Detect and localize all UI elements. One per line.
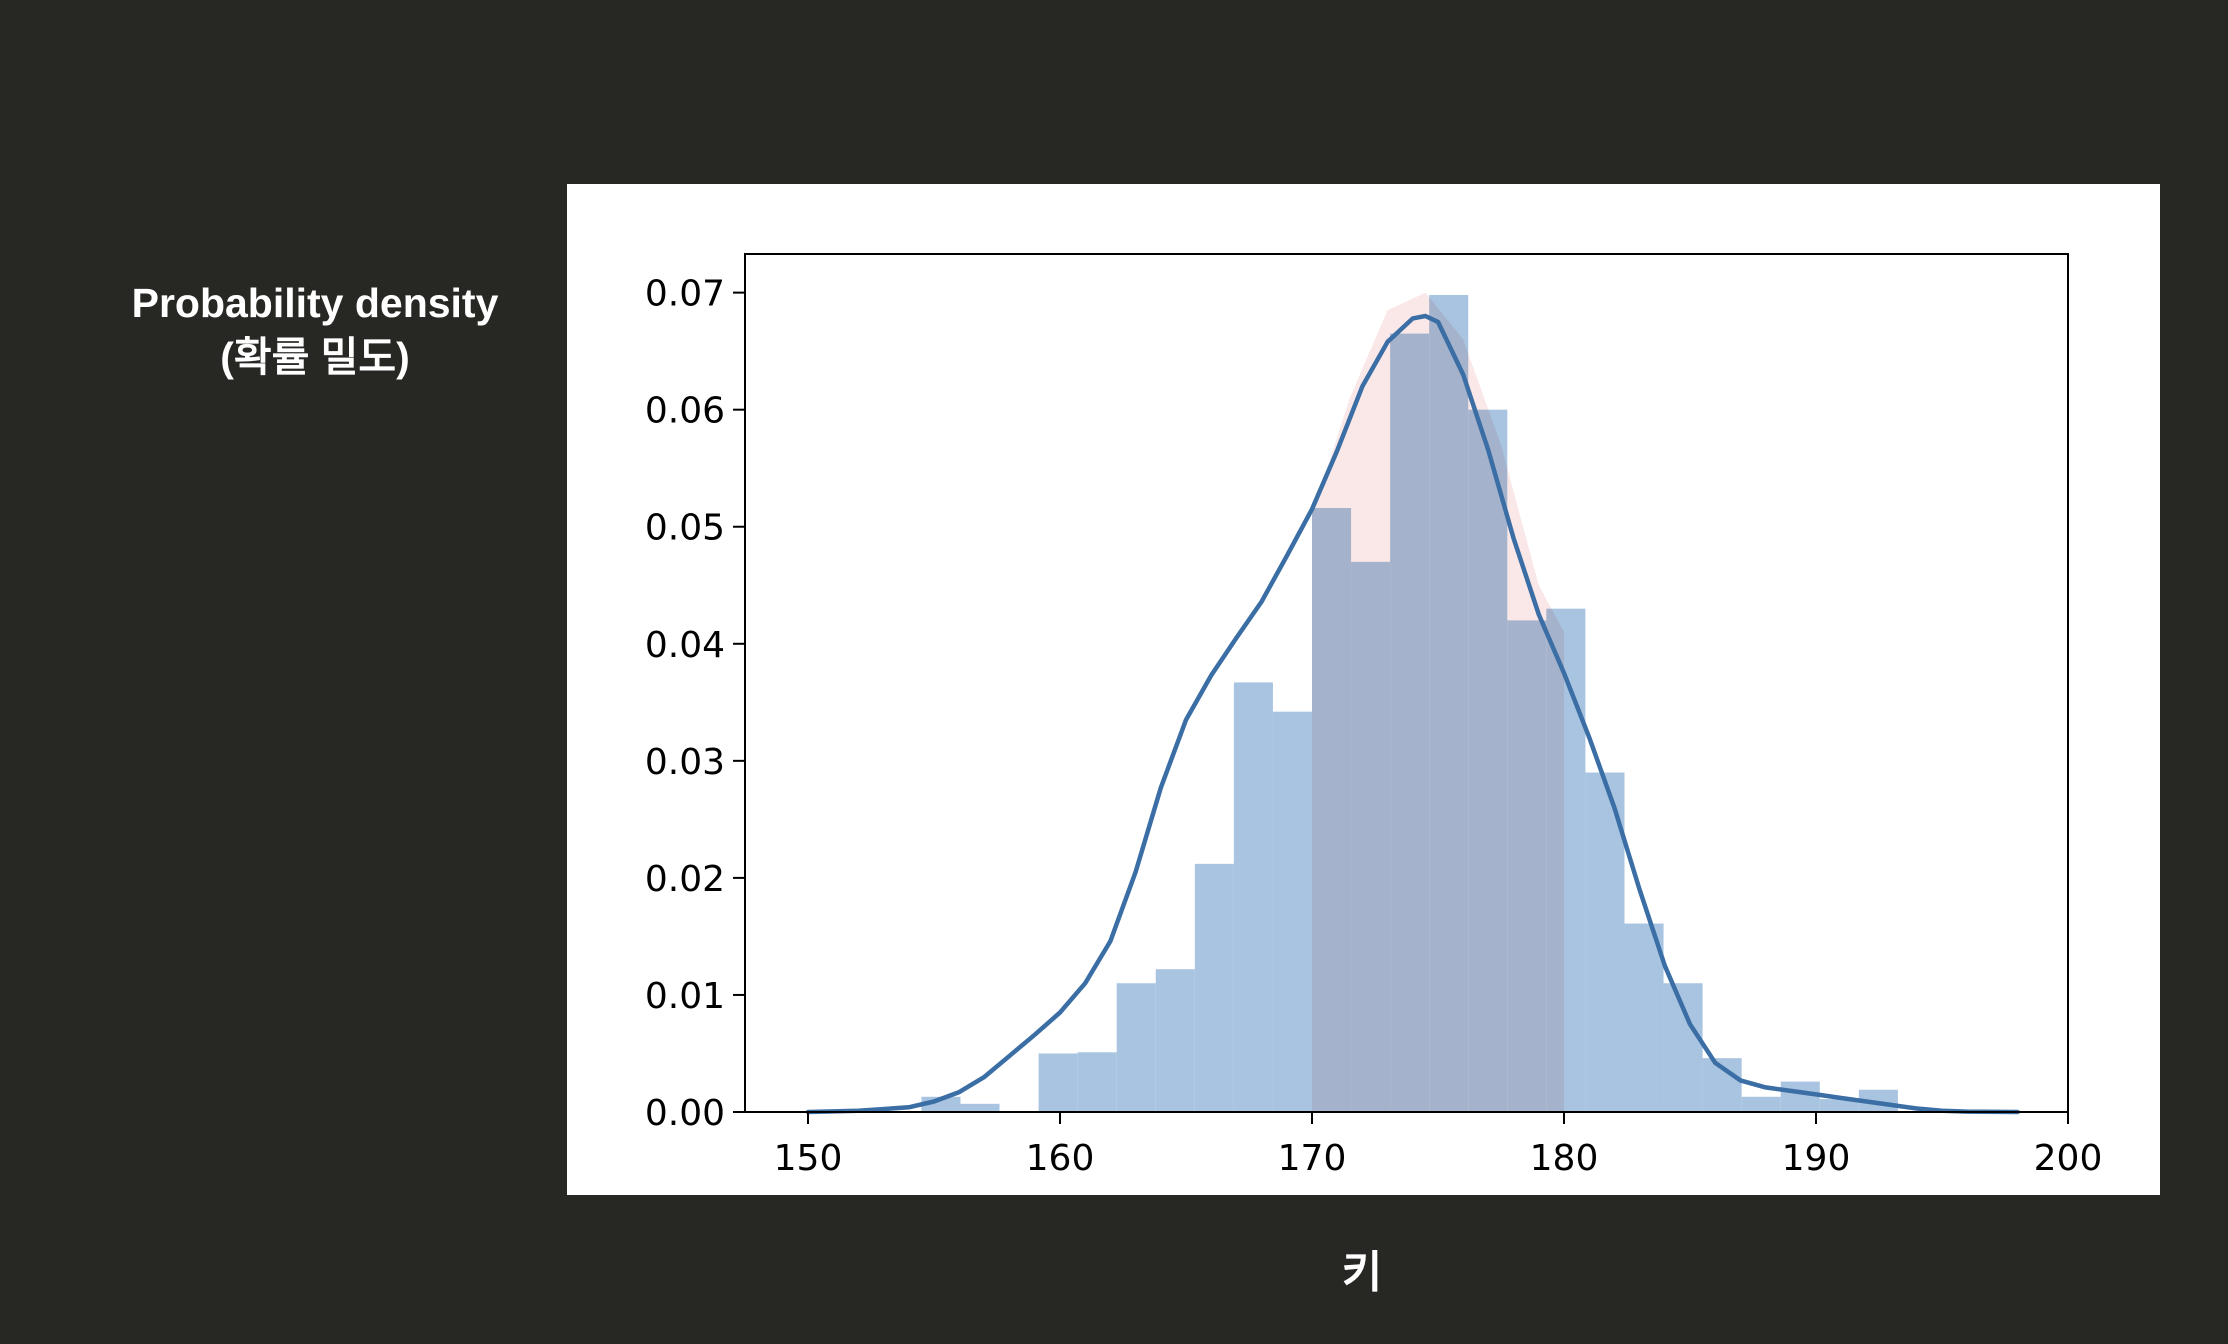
histogram-bar [1194,863,1234,1112]
histogram-bar [1077,1052,1117,1112]
chart-panel: 150 160 170 180 190 200 0.00 0.01 0.02 0.03 0.04 0.… [567,184,2160,1195]
x-tick-label: 170 [1278,1138,1347,1179]
x-tick-label: 160 [1026,1138,1095,1179]
y-axis-title-line-1: Probability density [131,280,499,326]
plot-frame [744,253,2069,1113]
x-tick-label: 200 [2034,1138,2103,1179]
histogram-bar [1038,1053,1078,1112]
histogram-bar [1155,969,1195,1112]
histogram-bar [1233,682,1273,1112]
y-tick-label: 0.01 [645,976,725,1017]
histogram-bar [1116,983,1156,1112]
kde-line [805,313,2020,1115]
y-tick-label: 0.04 [645,625,725,666]
axes: 150 160 170 180 190 200 0.00 0.01 0.02 0.03 0.04 0.… [645,253,2103,1179]
histogram-bar [1624,923,1664,1112]
x-tick-label: 150 [774,1138,843,1179]
histogram-bar [1272,711,1312,1112]
x-tick-label: 180 [1530,1138,1599,1179]
y-tick-label: 0.06 [645,391,725,432]
kde-curve [805,313,2020,1115]
x-tick-label: 190 [1782,1138,1851,1179]
y-tick-label: 0.02 [645,859,725,900]
histogram-bar [1819,1099,1859,1112]
histogram-bar [1741,1096,1781,1112]
y-tick-label: 0.05 [645,508,725,549]
y-tick-label: 0.03 [645,742,725,783]
y-tick-label: 0.00 [645,1093,725,1134]
histogram-bar [960,1103,1000,1112]
y-axis-title: Probability density (확률 밀도) [90,276,540,384]
x-axis-title: 키 [1341,1247,1383,1298]
histogram-bar [1780,1081,1820,1112]
chart-svg: 150 160 170 180 190 200 0.00 0.01 0.02 0.03 0.04 0.… [645,253,2103,1179]
y-axis-title-line-2: (확률 밀도) [220,334,410,380]
y-tick-label: 0.07 [645,274,725,315]
histogram-bar [1585,772,1625,1112]
